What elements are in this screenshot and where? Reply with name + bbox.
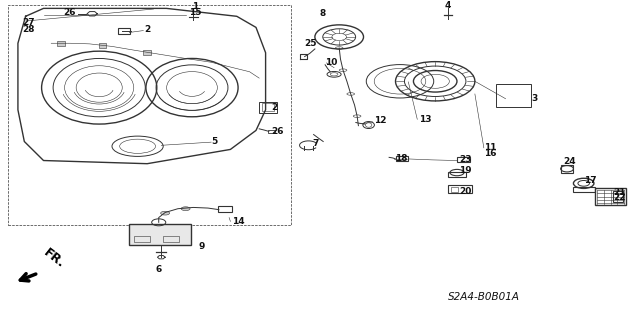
- Text: 17: 17: [584, 176, 596, 185]
- Text: 2: 2: [145, 25, 151, 34]
- Text: 25: 25: [305, 39, 317, 48]
- Bar: [457, 157, 470, 162]
- Bar: [262, 103, 274, 111]
- Bar: [613, 191, 623, 202]
- Bar: [451, 187, 458, 192]
- Bar: [99, 43, 106, 48]
- Bar: [134, 236, 150, 242]
- Text: 22: 22: [613, 193, 626, 203]
- Bar: [8, 5, 291, 226]
- Text: 14: 14: [232, 217, 245, 226]
- Bar: [496, 84, 531, 107]
- Text: S2A4-B0B01A: S2A4-B0B01A: [448, 293, 520, 302]
- Text: 4: 4: [445, 1, 451, 10]
- Text: FR.: FR.: [41, 246, 67, 271]
- Text: 18: 18: [396, 154, 408, 163]
- Bar: [218, 206, 232, 212]
- Text: 20: 20: [460, 187, 472, 196]
- Text: 12: 12: [374, 116, 387, 125]
- Bar: [561, 165, 573, 173]
- Bar: [129, 224, 191, 245]
- Text: 2: 2: [271, 103, 278, 112]
- Text: 27: 27: [22, 18, 35, 27]
- Bar: [57, 41, 65, 46]
- Text: 10: 10: [325, 58, 337, 67]
- Bar: [143, 50, 151, 55]
- Text: 23: 23: [460, 155, 472, 164]
- Ellipse shape: [161, 211, 170, 215]
- Text: 13: 13: [419, 115, 431, 124]
- Text: 26: 26: [271, 128, 284, 137]
- Text: 28: 28: [22, 26, 35, 34]
- Bar: [268, 130, 275, 133]
- Bar: [595, 189, 626, 205]
- Bar: [396, 156, 408, 161]
- Text: 26: 26: [63, 8, 76, 17]
- Text: 3: 3: [531, 94, 538, 103]
- Text: 11: 11: [484, 143, 497, 152]
- Text: 7: 7: [312, 138, 319, 148]
- Text: 1: 1: [192, 2, 198, 11]
- Text: 24: 24: [563, 157, 576, 166]
- Bar: [163, 236, 179, 242]
- Bar: [118, 28, 130, 34]
- Text: 9: 9: [198, 241, 205, 251]
- Text: 8: 8: [320, 9, 326, 18]
- Text: 6: 6: [156, 265, 162, 274]
- Text: 16: 16: [484, 149, 497, 158]
- Ellipse shape: [181, 207, 190, 211]
- Text: 15: 15: [189, 8, 202, 17]
- Text: 21: 21: [613, 188, 626, 197]
- Bar: [448, 172, 466, 177]
- Bar: [573, 187, 595, 192]
- Bar: [448, 185, 472, 194]
- Bar: [259, 101, 277, 113]
- Text: 19: 19: [460, 166, 472, 175]
- Text: 5: 5: [211, 137, 218, 146]
